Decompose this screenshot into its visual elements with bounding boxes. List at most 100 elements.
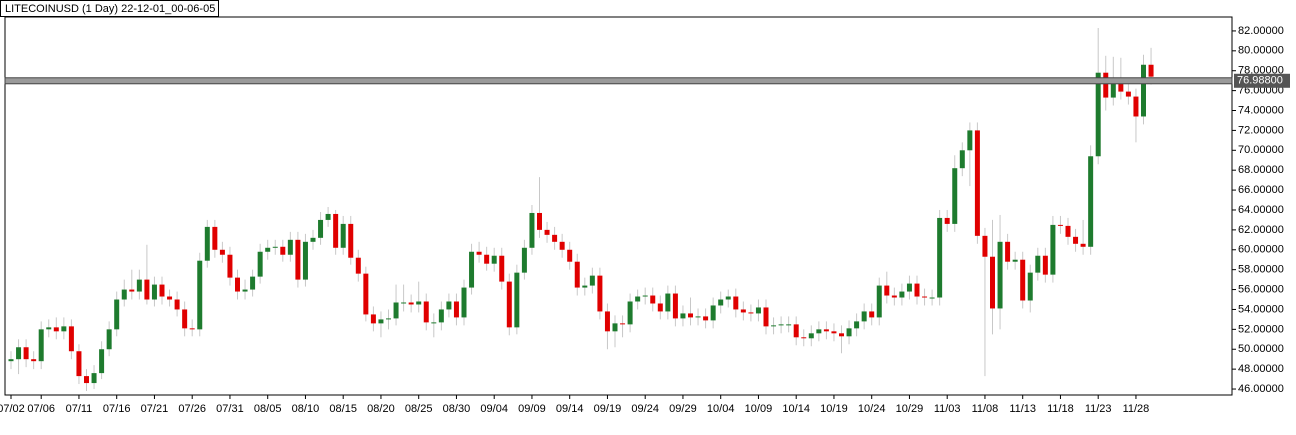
candle-body	[265, 247, 271, 252]
candle-body	[189, 328, 195, 330]
candle-body	[23, 347, 29, 360]
candle-body	[257, 251, 263, 277]
candle-body	[710, 305, 716, 321]
candle-body	[16, 347, 22, 360]
y-tick-label: 50.00000	[1238, 343, 1284, 355]
candle-body	[46, 327, 52, 330]
candle-body	[310, 237, 316, 242]
candle-body	[53, 327, 59, 332]
candle-body	[914, 283, 920, 297]
candle-body	[1141, 64, 1146, 117]
candle-body	[899, 291, 905, 298]
candle-body	[1088, 156, 1094, 247]
x-tick-label: 07/11	[66, 403, 93, 415]
candle-body	[453, 301, 459, 318]
candle-body	[869, 311, 875, 318]
candle-body	[242, 289, 248, 292]
candle-body	[302, 241, 308, 280]
candle-body	[340, 223, 346, 248]
x-tick-label: 10/24	[858, 403, 886, 415]
candle-body	[793, 324, 799, 338]
candle-body	[937, 217, 943, 298]
candle-body	[718, 299, 724, 306]
candle-body	[703, 316, 709, 321]
candle-body	[816, 329, 822, 334]
candle-body	[446, 301, 452, 310]
candle-body	[627, 301, 633, 325]
x-tick-label: 08/25	[405, 403, 433, 415]
x-tick-label: 11/13	[1009, 403, 1036, 415]
x-tick-label: 09/04	[480, 403, 508, 415]
title-box	[0, 0, 219, 17]
candle-body	[99, 349, 105, 374]
x-tick-label: 09/14	[556, 403, 584, 415]
x-tick-label: 10/04	[707, 403, 735, 415]
candle-body	[997, 241, 1003, 309]
candle-body	[174, 299, 180, 310]
y-tick-label: 46.00000	[1238, 383, 1284, 395]
candle-body	[91, 373, 97, 384]
y-tick-label: 80.00000	[1238, 45, 1284, 57]
candle-body	[491, 255, 497, 264]
x-tick-label: 09/29	[669, 403, 697, 415]
candle-body	[1050, 224, 1056, 275]
candle-body	[922, 296, 928, 298]
candle-body	[755, 307, 761, 314]
candle-body	[544, 229, 550, 235]
x-tick-label: 11/28	[1123, 403, 1150, 415]
x-tick-label: 11/18	[1047, 403, 1074, 415]
candle-body	[589, 275, 595, 286]
candle-body	[363, 273, 369, 315]
candle-body	[370, 314, 376, 324]
x-tick-label: 10/29	[896, 403, 924, 415]
y-tick-label: 48.00000	[1238, 363, 1284, 375]
candle-body	[906, 283, 912, 292]
candle-body	[219, 249, 225, 255]
x-tick-label: 10/09	[745, 403, 773, 415]
candle-body	[408, 302, 414, 305]
candle-body	[250, 276, 256, 290]
candle-body	[733, 296, 739, 310]
x-tick-label: 11/08	[972, 403, 999, 415]
candle-body	[990, 256, 995, 309]
x-tick-label: 07/31	[216, 403, 244, 415]
x-tick-label: 09/09	[518, 403, 546, 415]
x-tick-label: 10/19	[820, 403, 848, 415]
candle-body	[642, 295, 648, 297]
candle-body	[416, 301, 422, 305]
candle-body	[106, 329, 112, 350]
candle-body	[1005, 241, 1011, 262]
x-tick-label: 09/19	[594, 403, 622, 415]
candle-body	[974, 130, 980, 236]
candle-body	[136, 279, 142, 292]
candle-body	[854, 321, 860, 329]
y-tick-label: 72.00000	[1238, 124, 1284, 136]
candle-body	[393, 302, 399, 319]
candle-body	[469, 251, 475, 288]
candle-body	[1065, 225, 1071, 237]
candle-body	[182, 309, 188, 329]
candle-body	[84, 376, 89, 384]
candle-body	[280, 246, 286, 255]
y-tick-label: 68.00000	[1238, 164, 1284, 176]
candle-body	[476, 251, 482, 255]
price-line	[4, 77, 1233, 85]
y-tick-label: 54.00000	[1238, 303, 1284, 315]
candle-body	[423, 301, 429, 323]
candle-body	[725, 296, 731, 300]
x-tick-label: 08/15	[329, 403, 357, 415]
candle-body	[657, 303, 663, 312]
candle-body	[665, 293, 671, 312]
candle-body	[114, 299, 120, 330]
candle-body	[1110, 82, 1116, 98]
candle-body	[1035, 255, 1041, 273]
candle-body	[876, 285, 882, 318]
candle-body	[1103, 72, 1109, 98]
candle-body	[1148, 64, 1154, 77]
candle-body	[227, 254, 233, 278]
candle-body	[582, 285, 588, 288]
candle-body	[355, 257, 361, 274]
candle-body	[76, 351, 82, 377]
candle-body	[552, 234, 558, 242]
